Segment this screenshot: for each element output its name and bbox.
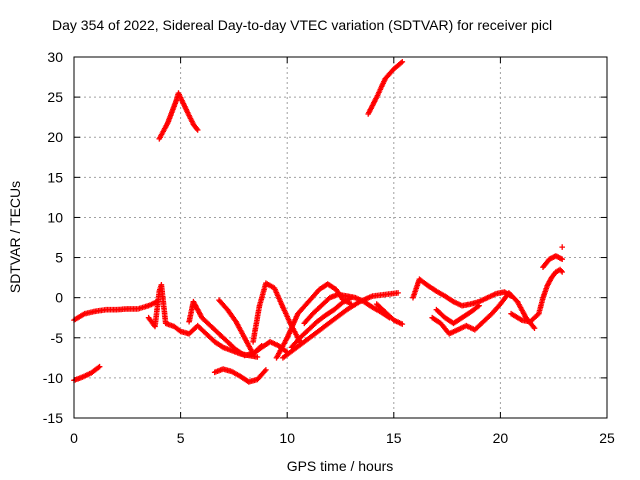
data-point	[96, 363, 103, 370]
y-tick-label: 0	[55, 290, 63, 306]
data-point	[559, 244, 565, 250]
x-tick-label: 10	[279, 430, 295, 446]
y-axis-label: SDTVAR / TECUs	[7, 181, 23, 293]
data-point	[558, 268, 564, 274]
data-point	[559, 269, 565, 275]
data-point	[399, 321, 406, 327]
y-tick-label: -10	[43, 370, 63, 386]
plot-frame	[73, 56, 608, 419]
axis-ticks	[73, 56, 608, 419]
grid-lines	[74, 57, 607, 418]
y-tick-label: 25	[47, 89, 63, 105]
data-point	[399, 59, 406, 65]
data-point	[257, 344, 264, 350]
y-tick-label: 30	[47, 49, 63, 65]
x-tick-label: 0	[70, 430, 78, 446]
data-point	[258, 343, 265, 349]
data-point	[194, 126, 200, 132]
data-point	[262, 368, 268, 374]
data-point	[194, 127, 201, 133]
data-point	[95, 364, 102, 371]
x-axis-label: GPS time / hours	[287, 458, 394, 474]
y-tick-label: 15	[47, 169, 63, 185]
data-point	[395, 290, 401, 296]
data-point	[398, 60, 404, 66]
x-tick-label: 15	[386, 430, 402, 446]
data-point	[263, 367, 269, 373]
tick-labels: 0 5 10 15 20 25 -15 -10 -5 0 5 10 15 20 25 30	[43, 49, 615, 446]
y-tick-label: 10	[47, 209, 63, 225]
y-tick-label: -15	[43, 410, 63, 426]
data-point	[475, 303, 481, 310]
y-tick-label: 5	[55, 250, 63, 266]
x-tick-label: 20	[493, 430, 509, 446]
y-tick-label: 20	[47, 129, 63, 145]
data-point	[476, 302, 482, 309]
x-tick-label: 25	[599, 430, 615, 446]
x-tick-label: 5	[177, 430, 185, 446]
data-point	[559, 256, 565, 262]
chart-title: Day 354 of 2022, Sidereal Day-to-day VTE…	[52, 17, 552, 33]
y-tick-label: -5	[51, 330, 64, 346]
data-points	[71, 59, 565, 385]
data-point	[531, 325, 538, 331]
data-point	[254, 354, 261, 360]
